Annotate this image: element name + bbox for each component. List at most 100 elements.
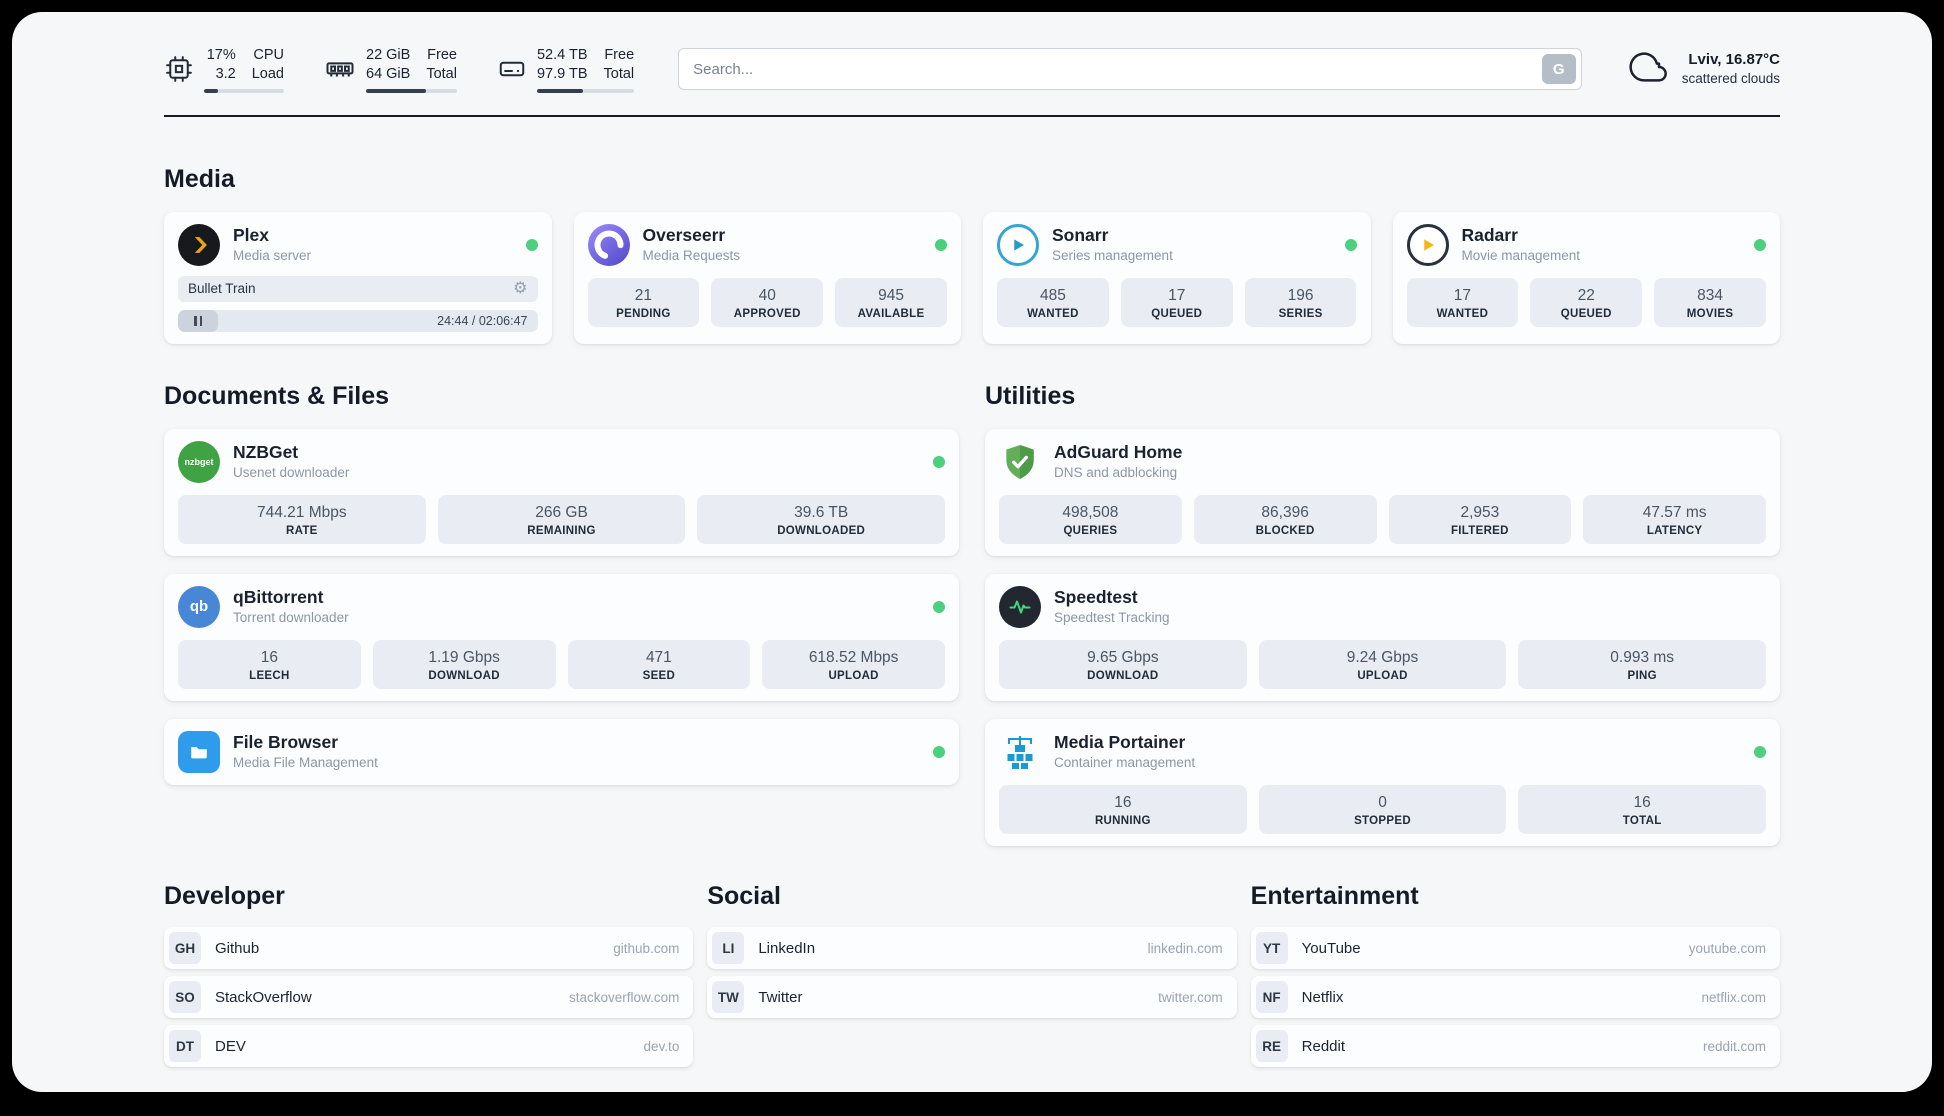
bookmark-youtube[interactable]: YT YouTube youtube.com [1250,927,1780,970]
bookmark-reddit[interactable]: RE Reddit reddit.com [1250,1025,1780,1068]
bookmark-abbr: LI [712,932,745,965]
stat-value: 2,953 [1460,503,1500,521]
plex-icon [178,223,220,266]
app-card-portainer[interactable]: Media Portainer Container management 16 … [985,718,1780,847]
stat-value: 945 [878,286,904,304]
search-input[interactable] [678,48,1582,91]
settings-gear-icon[interactable]: ⚙ [513,279,528,297]
cpu-chip-icon [164,54,194,84]
ram-usage-bar [366,88,457,93]
app-subtitle: Torrent downloader [233,609,349,625]
stat-label: RATE [286,524,318,537]
stat-box: 945 AVAILABLE [835,277,947,327]
stat-box: 196 SERIES [1244,277,1357,327]
bookmark-twitter[interactable]: TW Twitter twitter.com [707,976,1237,1019]
stat-value: 39.6 TB [794,503,849,521]
stat-box: 834 MOVIES [1654,277,1766,327]
nzbget-icon: nzbget [178,440,220,483]
disk-total-value: 97.9 TB [536,65,588,82]
stat-label: UPLOAD [1357,669,1408,682]
stat-label: QUEUED [1151,307,1203,320]
app-card-adguard[interactable]: AdGuard Home DNS and adblocking 498,508 … [985,428,1780,556]
stat-value: 22 [1577,286,1595,304]
cpu-usage-value: 17% [206,47,236,63]
bookmark-name: StackOverflow [215,988,312,1006]
bookmark-stackoverflow[interactable]: SO StackOverflow stackoverflow.com [164,976,694,1019]
status-dot [933,745,945,758]
stat-value: 485 [1039,286,1066,304]
stat-box: 40 APPROVED [711,277,824,327]
stat-box: 86,396 BLOCKED [1193,494,1377,544]
portainer-crane-icon [999,731,1041,773]
stat-box: 266 GB REMAINING [437,494,686,544]
bookmark-name: LinkedIn [758,939,816,957]
stat-box: 0.993 ms PING [1518,639,1767,689]
qbittorrent-icon: qb [178,585,220,628]
app-subtitle: Usenet downloader [233,464,350,480]
bookmark-abbr: YT [1255,932,1288,965]
stat-box: 9.65 Gbps DOWNLOAD [999,639,1247,689]
ram-free-label: Free [427,47,457,63]
stat-box: 9.24 Gbps UPLOAD [1258,639,1507,689]
stat-label: LATENCY [1646,524,1703,537]
app-card-nzbget[interactable]: nzbget NZBGet Usenet downloader 744.21 M… [164,428,959,556]
disk-total-label: Total [603,65,635,82]
bookmark-group-entertainment: Entertainment YT YouTube youtube.com NF … [1250,882,1780,1074]
cpu-widget: 17% 3.2 CPU Load [164,46,284,93]
stat-value: 0 [1378,793,1387,811]
app-name: Overseerr [642,224,726,245]
playback-time: 24:44 / 02:06:47 [437,313,528,328]
stat-value: 16 [1633,793,1651,811]
status-dot [525,238,538,251]
section-title-documents: Documents & Files [164,381,390,410]
app-card-speedtest[interactable]: Speedtest Speedtest Tracking 9.65 Gbps D… [985,573,1780,701]
section-title-entertainment: Entertainment [1250,882,1419,911]
stat-label: MOVIES [1686,307,1734,320]
bookmark-name: YouTube [1301,939,1361,957]
stat-label: SERIES [1278,307,1323,320]
app-subtitle: Series management [1052,247,1173,263]
stat-value: 21 [634,286,653,304]
app-card-filebrowser[interactable]: File Browser Media File Management [164,718,959,785]
bookmark-linkedin[interactable]: LI LinkedIn linkedin.com [707,927,1237,970]
stat-label: BLOCKED [1255,524,1315,537]
disk-free-label: Free [604,47,635,63]
bookmark-url: youtube.com [1688,940,1766,956]
playback-progress-bar[interactable]: 24:44 / 02:06:47 [178,309,538,332]
header-divider [164,114,1780,117]
ram-total-value: 64 GiB [366,65,411,82]
stat-value: 86,396 [1261,503,1309,521]
app-name: qBittorrent [233,587,324,608]
status-dot [1344,238,1357,251]
app-card-sonarr[interactable]: Sonarr Series management 485 WANTED 17 Q… [983,211,1371,344]
search-engine-button[interactable]: G [1541,54,1576,85]
bookmark-github[interactable]: GH Github github.com [164,927,694,970]
bookmark-netflix[interactable]: NF Netflix netflix.com [1250,976,1780,1019]
bookmark-url: dev.to [643,1038,680,1054]
app-card-plex[interactable]: Plex Media server Bullet Train ⚙ 24:44 /… [164,211,552,344]
section-title-utilities: Utilities [985,381,1076,410]
cpu-load-label: Load [251,65,284,82]
pause-icon[interactable] [178,309,218,332]
app-card-qbittorrent[interactable]: qb qBittorrent Torrent downloader 16 LEE… [164,573,959,701]
stat-box: 21 PENDING [587,277,700,327]
bookmark-abbr: GH [169,932,201,965]
stat-label: APPROVED [733,307,801,320]
stat-label: FILTERED [1450,524,1509,537]
status-dot [1754,745,1766,758]
app-subtitle: Media File Management [233,755,378,771]
stat-box: 39.6 TB DOWNLOADED [697,494,946,544]
bookmark-name: Reddit [1301,1037,1346,1055]
stat-value: 16 [1114,793,1132,811]
app-card-radarr[interactable]: Radarr Movie management 17 WANTED 22 QUE… [1392,211,1780,344]
app-card-overseerr[interactable]: Overseerr Media Requests 21 PENDING 40 A… [573,211,961,344]
stat-box: 47.57 ms LATENCY [1583,494,1766,544]
cpu-usage-bar-fill [204,88,218,93]
stat-box: 16 TOTAL [1518,784,1767,835]
top-bar: 17% 3.2 CPU Load [164,12,1780,93]
ram-widget: 22 GiB 64 GiB Free Total [324,46,457,93]
bookmark-url: twitter.com [1158,989,1223,1005]
cpu-usage-bar [204,88,284,93]
bookmark-dev[interactable]: DT DEV dev.to [164,1025,694,1068]
bookmark-url: netflix.com [1701,989,1766,1005]
